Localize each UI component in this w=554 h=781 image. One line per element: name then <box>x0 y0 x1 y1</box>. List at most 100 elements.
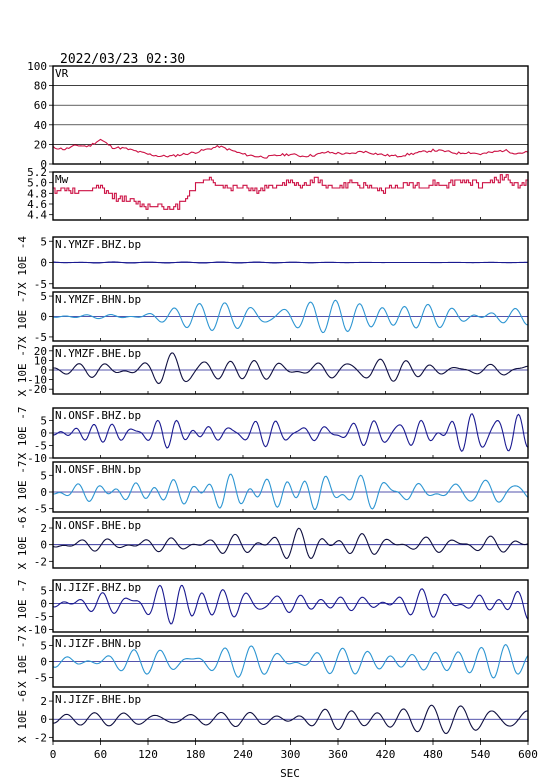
panel-frame <box>52 65 529 165</box>
y-tick-label: 0 <box>40 364 47 377</box>
panel-n-jizf-bhe-bp: -2 0 2 N.JIZF.BHE.bp X 10E -6 <box>16 690 529 744</box>
panel-label: Mw <box>55 173 69 186</box>
panel-label: N.ONSF.BHZ.bp <box>55 409 141 422</box>
y-tick-label: 0 <box>40 656 47 669</box>
y-tick-label: 20 <box>34 138 47 151</box>
y-tick-label: -2 <box>34 555 47 568</box>
trace-line <box>53 413 529 452</box>
y-tick-label: -10 <box>27 374 47 387</box>
y-tick-label: -5 <box>34 610 47 623</box>
x-tick-label: 240 <box>233 748 253 761</box>
trace-line <box>52 704 528 735</box>
y-tick-label: -10 <box>27 623 47 636</box>
panel-label: N.ONSF.BHE.bp <box>55 519 141 532</box>
y-tick-label: 4.8 <box>27 187 47 200</box>
y-axis-label: X 10E -4 <box>16 236 29 289</box>
panel-label: N.YMZF.BHE.bp <box>55 347 141 360</box>
y-tick-label: 0 <box>40 713 47 726</box>
y-tick-label: 2 <box>40 522 47 535</box>
y-tick-label: -5 <box>34 278 47 291</box>
panel-vr: 0 20 40 60 80 100 VR <box>27 60 529 171</box>
y-tick-label: 2 <box>40 695 47 708</box>
panel-label: N.JIZF.BHZ.bp <box>55 581 141 594</box>
panel-mw: 4.44.64.85.05.2 Mw <box>27 166 529 222</box>
trace-line <box>53 352 529 385</box>
y-tick-label: -5 <box>34 331 47 344</box>
panel-label: N.JIZF.BHE.bp <box>55 693 141 706</box>
panel-n-onsf-bhn-bp: -5 0 5 N.ONSF.BHN.bp X 10E -7 <box>16 461 529 516</box>
y-tick-label: -5 <box>34 671 47 684</box>
y-tick-label: 0 <box>40 597 47 610</box>
x-axis: 0 60 120 180 240 300 360 420 480 540 600 <box>50 741 538 761</box>
x-tick-label: 360 <box>328 748 348 761</box>
panel-n-onsf-bhe-bp: -2 0 2 N.ONSF.BHE.bp X 10E -6 <box>16 517 529 570</box>
y-tick-label: -10 <box>27 452 47 465</box>
y-axis-label: X 10E -7 <box>16 290 29 343</box>
y-axis-label: X 10E -7 <box>16 461 29 514</box>
x-tick-label: 540 <box>471 748 491 761</box>
trace-line <box>53 261 528 264</box>
y-tick-label: 0 <box>40 486 47 499</box>
trace-line <box>53 473 529 510</box>
x-axis-label: SEC <box>280 767 300 780</box>
x-tick-label: 480 <box>423 748 443 761</box>
y-axis-label: X 10E -7 <box>16 580 29 633</box>
panel-n-jizf-bhn-bp: -5 0 5 N.JIZF.BHN.bp X 10E -7 <box>16 635 529 688</box>
y-tick-label: 4.6 <box>27 198 47 211</box>
y-tick-label: 5 <box>40 415 47 428</box>
y-axis-label: X 10E -6 <box>16 517 29 570</box>
y-tick-label: 5 <box>40 640 47 653</box>
y-tick-label: 60 <box>34 99 47 112</box>
y-tick-label: 5.2 <box>27 166 47 179</box>
panel-n-jizf-bhz-bp: -10-505 N.JIZF.BHZ.bp X 10E -7 <box>16 579 529 636</box>
panel-n-ymzf-bhz-bp: -5 0 5 N.YMZF.BHZ.bp X 10E -4 <box>16 235 529 291</box>
y-tick-label: 40 <box>34 119 47 132</box>
y-axis-label: X 10E -7 <box>16 635 29 688</box>
trace-line <box>52 584 529 625</box>
y-tick-label: 10 <box>34 354 47 367</box>
y-tick-label: 0 <box>40 158 47 171</box>
trace-line <box>53 174 529 210</box>
y-tick-label: -2 <box>34 731 47 744</box>
y-tick-label: 4.4 <box>27 209 47 222</box>
datetime-title: 2022/03/23 02:30 <box>60 52 185 67</box>
y-tick-label: -5 <box>34 440 47 453</box>
y-axis-label: X 10E -6 <box>16 690 29 743</box>
y-tick-label: 20 <box>34 345 47 358</box>
panel-label: N.ONSF.BHN.bp <box>55 463 141 476</box>
trace-line <box>52 138 529 159</box>
panel-label: N.YMZF.BHN.bp <box>55 293 141 306</box>
panel-label: N.YMZF.BHZ.bp <box>55 238 141 251</box>
y-tick-label: 80 <box>34 80 47 93</box>
y-tick-label: 5 <box>40 469 47 482</box>
y-tick-label: 5 <box>40 584 47 597</box>
y-tick-label: 0 <box>40 257 47 270</box>
y-tick-label: 0 <box>40 427 47 440</box>
x-tick-label: 60 <box>94 748 107 761</box>
panel-label: VR <box>55 67 69 80</box>
y-tick-label: 5 <box>40 235 47 248</box>
x-tick-label: 420 <box>376 748 396 761</box>
x-tick-label: 0 <box>50 748 57 761</box>
y-tick-label: -5 <box>34 503 47 516</box>
panel-n-ymzf-bhn-bp: -5 0 5 N.YMZF.BHN.bp X 10E -7 <box>16 290 529 344</box>
y-tick-label: 5 <box>40 290 47 303</box>
x-tick-label: 180 <box>186 748 206 761</box>
trace-line <box>52 643 529 679</box>
panel-n-onsf-bhz-bp: -10-505 N.ONSF.BHZ.bp X 10E -7 <box>16 407 529 465</box>
x-tick-label: 300 <box>281 748 301 761</box>
y-axis-label: X 10E -7 <box>16 407 29 460</box>
x-tick-label: 120 <box>138 748 158 761</box>
x-tick-label: 600 <box>518 748 538 761</box>
y-axis-label: X 10E -7 <box>16 344 29 397</box>
y-tick-label: 100 <box>27 60 47 73</box>
y-tick-label: 0 <box>40 311 47 324</box>
trace-line <box>52 527 529 560</box>
panel-label: N.JIZF.BHN.bp <box>55 637 141 650</box>
y-tick-label: -20 <box>27 383 47 396</box>
y-tick-label: 5.0 <box>27 177 47 190</box>
trace-line <box>52 299 529 334</box>
